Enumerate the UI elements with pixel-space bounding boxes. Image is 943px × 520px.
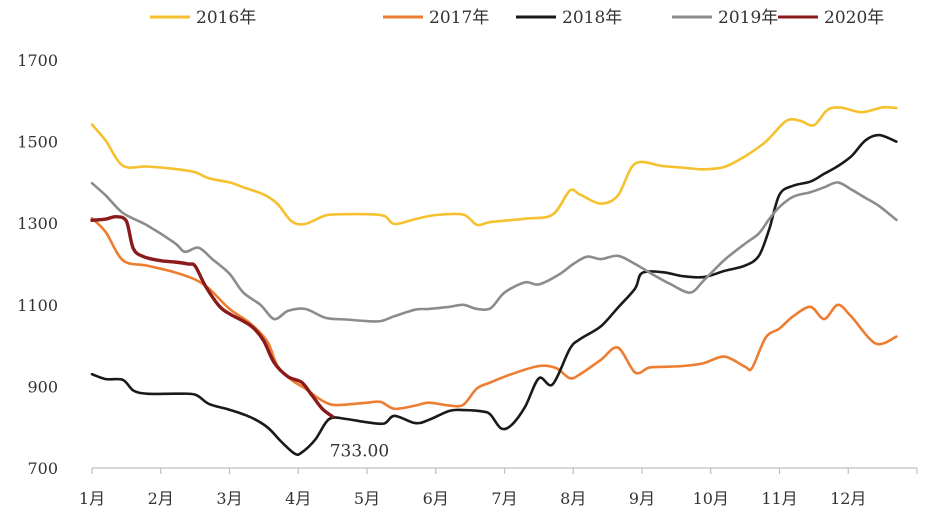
chart-annotations: 733.00	[330, 442, 389, 462]
y-tick-label: 700	[27, 459, 58, 478]
data-label: 733.00	[330, 442, 389, 462]
x-tick-label: 3月	[216, 489, 242, 508]
legend-label: 2016年	[196, 8, 256, 28]
x-tick-label: 10月	[693, 489, 729, 508]
x-axis: 1月 2月 3月 4月 5月 6月 7月 8月 9月 10月 11月 12月	[79, 467, 918, 508]
x-tick-label: 9月	[629, 489, 655, 508]
legend-label: 2019年	[718, 8, 778, 28]
y-tick-label: 1700	[17, 51, 58, 70]
x-tick-label: 6月	[423, 489, 449, 508]
x-tick-label: 12月	[830, 489, 866, 508]
x-tick-label: 8月	[560, 489, 586, 508]
series-line-4	[90, 181, 898, 323]
series-line-2	[90, 217, 898, 411]
series-line-5	[90, 214, 335, 419]
x-tick-label: 11月	[761, 489, 797, 508]
x-tick-label: 7月	[491, 489, 517, 508]
series-line-3	[90, 133, 898, 457]
y-tick-label: 900	[27, 377, 58, 396]
chart-legend: 2016年 2017年 2018年 2019年 2020年	[150, 8, 884, 28]
series-lines	[90, 105, 898, 457]
y-axis: 700 900 1100 1300 1500 1700	[17, 51, 58, 478]
series-line-1	[90, 105, 898, 227]
legend-label: 2020年	[824, 8, 884, 28]
y-tick-label: 1300	[17, 214, 58, 233]
y-tick-label: 1500	[17, 133, 58, 152]
x-tick-label: 1月	[79, 489, 105, 508]
legend-label: 2018年	[562, 8, 622, 28]
legend-label: 2017年	[429, 8, 489, 28]
x-tick-label: 5月	[354, 489, 380, 508]
x-tick-label: 4月	[285, 489, 311, 508]
x-tick-label: 2月	[148, 489, 174, 508]
y-tick-label: 1100	[17, 296, 58, 315]
